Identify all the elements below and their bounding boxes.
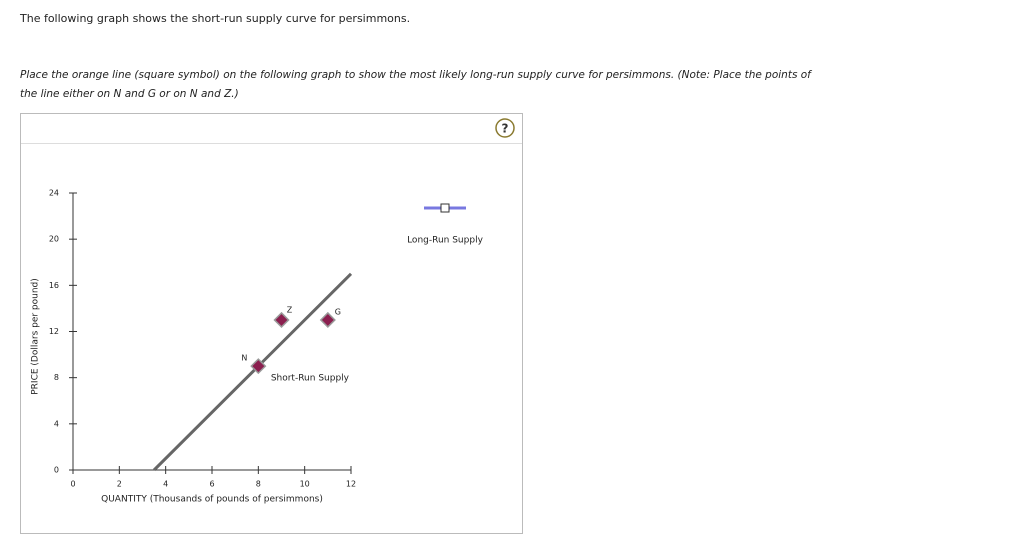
y-tick-label: 24 — [49, 189, 59, 198]
y-tick-label: 16 — [49, 281, 59, 290]
y-tick-label: 0 — [54, 466, 59, 475]
y-tick-label: 8 — [54, 373, 59, 382]
help-button[interactable] — [495, 118, 515, 138]
x-tick-label: 8 — [256, 480, 261, 489]
x-tick-label: 0 — [70, 480, 75, 489]
x-axis-label: QUANTITY (Thousands of pounds of persimm… — [101, 495, 323, 505]
legend-label: Long-Run Supply — [407, 236, 483, 246]
y-axis-label: PRICE (Dollars per pound) — [31, 278, 41, 395]
instructions: Place the orange line (square symbol) on… — [20, 69, 811, 100]
x-tick-label: 10 — [300, 480, 310, 489]
series-label: Short-Run Supply — [271, 373, 350, 383]
legend-square — [440, 203, 450, 213]
point — [250, 358, 267, 375]
x-tick-label: 2 — [117, 480, 122, 489]
point — [319, 311, 336, 329]
y-tick-label: 12 — [49, 327, 59, 336]
point-label: N — [241, 354, 247, 363]
point — [273, 311, 290, 329]
y-tick-label: 20 — [49, 235, 59, 244]
x-tick-label: 12 — [346, 480, 356, 489]
point-label: Z — [287, 305, 293, 314]
panel — [20, 113, 523, 534]
x-tick-label: 6 — [209, 480, 214, 489]
header: The following graph shows the short-run … — [20, 12, 411, 25]
y-tick-label: 4 — [54, 419, 59, 428]
x-tick-label: 4 — [163, 480, 168, 489]
supply-line — [153, 272, 353, 472]
help-icon[interactable]: ? — [502, 122, 509, 136]
point-label: G — [335, 307, 341, 316]
